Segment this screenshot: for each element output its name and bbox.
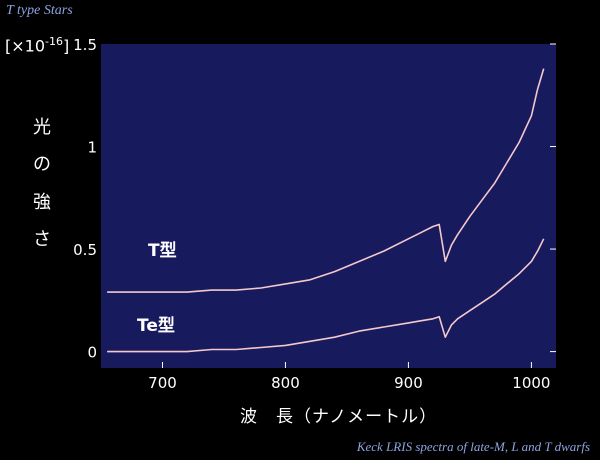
y-label-char-3: 強: [33, 192, 51, 213]
x-tick-label: 800: [271, 374, 300, 392]
x-axis-label: 波 長（ナノメートル）: [240, 407, 438, 427]
x-tick-label: 700: [148, 374, 177, 392]
y-label-char-4: さ: [33, 229, 51, 250]
y-label-char-1: 光: [33, 117, 51, 138]
series-line-te: [107, 238, 545, 353]
x-tick-label: 900: [394, 374, 423, 392]
plot-area: [101, 44, 556, 368]
y-multiplier-exp: -16: [45, 35, 63, 48]
y-label-char-2: の: [33, 154, 51, 175]
y-tick-label: 1.5: [73, 36, 97, 54]
series-label-t: T型: [148, 240, 177, 261]
y-multiplier: [×10-16]: [5, 35, 69, 55]
header-title: T type Stars: [6, 3, 73, 18]
y-tick-label: 0: [87, 344, 97, 362]
series-line-t: [107, 68, 545, 293]
y-tick-label: 1: [87, 139, 97, 157]
x-tick-label: 1000: [512, 374, 550, 392]
series-label-te: Te型: [137, 315, 175, 336]
y-multiplier-close: ]: [62, 36, 70, 56]
y-multiplier-base: [×10: [5, 36, 46, 56]
series-group: [107, 68, 545, 353]
axis-ticks: 700 800 900 1000 0 0.5 1 1.5: [73, 36, 556, 392]
caption: Keck LRIS spectra of late-M, L and T dwa…: [356, 439, 590, 454]
y-tick-label: 0.5: [73, 241, 97, 259]
